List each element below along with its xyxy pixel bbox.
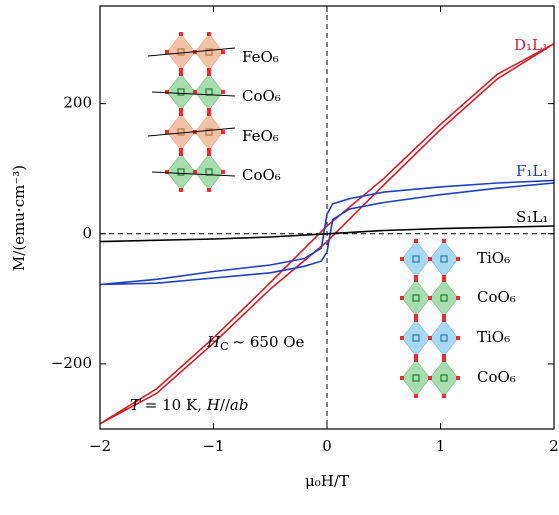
inset-label: CoO₆ — [477, 288, 516, 306]
x-tick-label: 2 — [549, 437, 559, 455]
structure-inset: TiO₆ CoO₆ TiO₆ CoO₆ — [399, 239, 516, 398]
inset-label: CoO₆ — [242, 87, 281, 105]
annotation: T = 10 K, H//ab — [130, 396, 248, 414]
inset-label: FeO₆ — [242, 127, 279, 145]
inset-label: CoO₆ — [477, 368, 516, 386]
y-tick-label: 200 — [63, 94, 92, 112]
series-label: F₁L₁ — [516, 162, 548, 180]
y-tick-label: −200 — [51, 354, 92, 372]
x-tick-label: 1 — [436, 437, 446, 455]
inset-label: CoO₆ — [242, 166, 281, 184]
inset-label: TiO₆ — [477, 249, 510, 267]
annotation: HC ∼ 650 Oe — [206, 333, 305, 353]
x-tick-label: −1 — [202, 437, 224, 455]
inset-label: FeO₆ — [242, 48, 279, 66]
series-line — [99, 225, 555, 243]
y-axis-label: M/(emu·cm⁻³) — [10, 165, 28, 271]
x-axis-label: μ₀H/T — [305, 472, 349, 490]
series-label: D₁L₁ — [514, 36, 548, 54]
inset-label: TiO₆ — [477, 328, 510, 346]
plot-area: D₁L₁ F₁L₁ S₁L₁ −2 −1 0 1 2 −200 0 200 — [51, 5, 559, 455]
y-tick-label: 0 — [82, 224, 92, 242]
structure-inset: FeO₆ CoO₆ FeO₆ CoO₆ — [147, 32, 281, 192]
x-tick-label: 0 — [322, 437, 332, 455]
x-tick-label: −2 — [89, 437, 111, 455]
series-label: S₁L₁ — [516, 208, 548, 226]
